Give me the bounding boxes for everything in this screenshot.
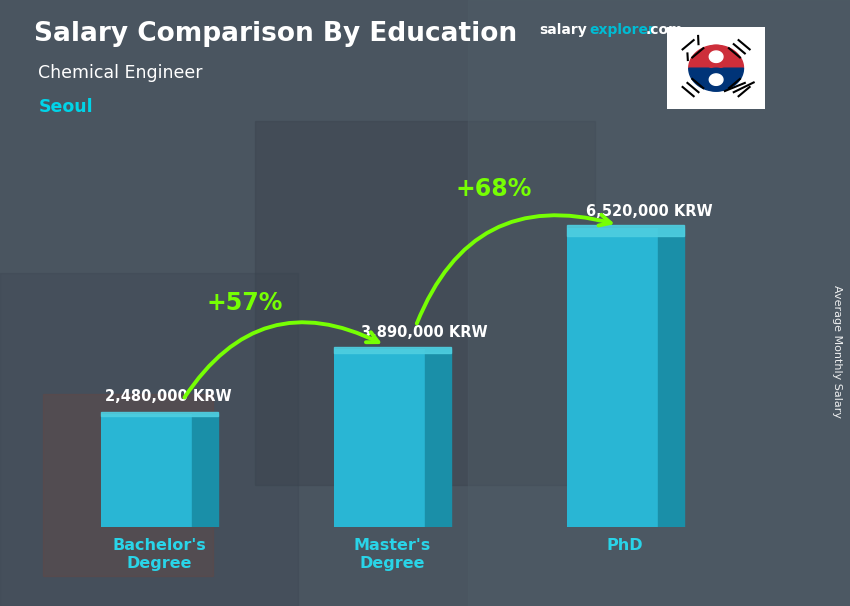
Bar — [468, 0, 850, 606]
Text: explorer: explorer — [589, 23, 654, 37]
Polygon shape — [709, 51, 723, 62]
Text: 6,520,000 KRW: 6,520,000 KRW — [586, 204, 713, 219]
Text: 2,480,000 KRW: 2,480,000 KRW — [105, 390, 232, 404]
Text: 3,890,000 KRW: 3,890,000 KRW — [361, 325, 488, 340]
Bar — [334, 347, 450, 353]
Bar — [101, 412, 218, 416]
Polygon shape — [702, 45, 730, 68]
Bar — [42, 394, 212, 576]
Bar — [567, 228, 658, 527]
Text: .com: .com — [646, 23, 683, 37]
Polygon shape — [688, 68, 744, 91]
Text: salary: salary — [540, 23, 587, 37]
Text: +68%: +68% — [456, 177, 531, 201]
Text: +57%: +57% — [207, 291, 283, 315]
Bar — [192, 413, 218, 527]
Text: Seoul: Seoul — [38, 98, 93, 116]
Text: Salary Comparison By Education: Salary Comparison By Education — [34, 21, 517, 47]
Bar — [334, 349, 425, 527]
Bar — [101, 413, 192, 527]
Text: Average Monthly Salary: Average Monthly Salary — [832, 285, 842, 418]
Bar — [255, 121, 595, 485]
Bar — [658, 228, 683, 527]
Polygon shape — [702, 68, 730, 91]
Polygon shape — [709, 74, 723, 85]
Bar — [567, 225, 683, 236]
Text: Chemical Engineer: Chemical Engineer — [38, 64, 203, 82]
Bar — [0, 273, 298, 606]
Bar — [425, 349, 450, 527]
Polygon shape — [688, 45, 744, 68]
